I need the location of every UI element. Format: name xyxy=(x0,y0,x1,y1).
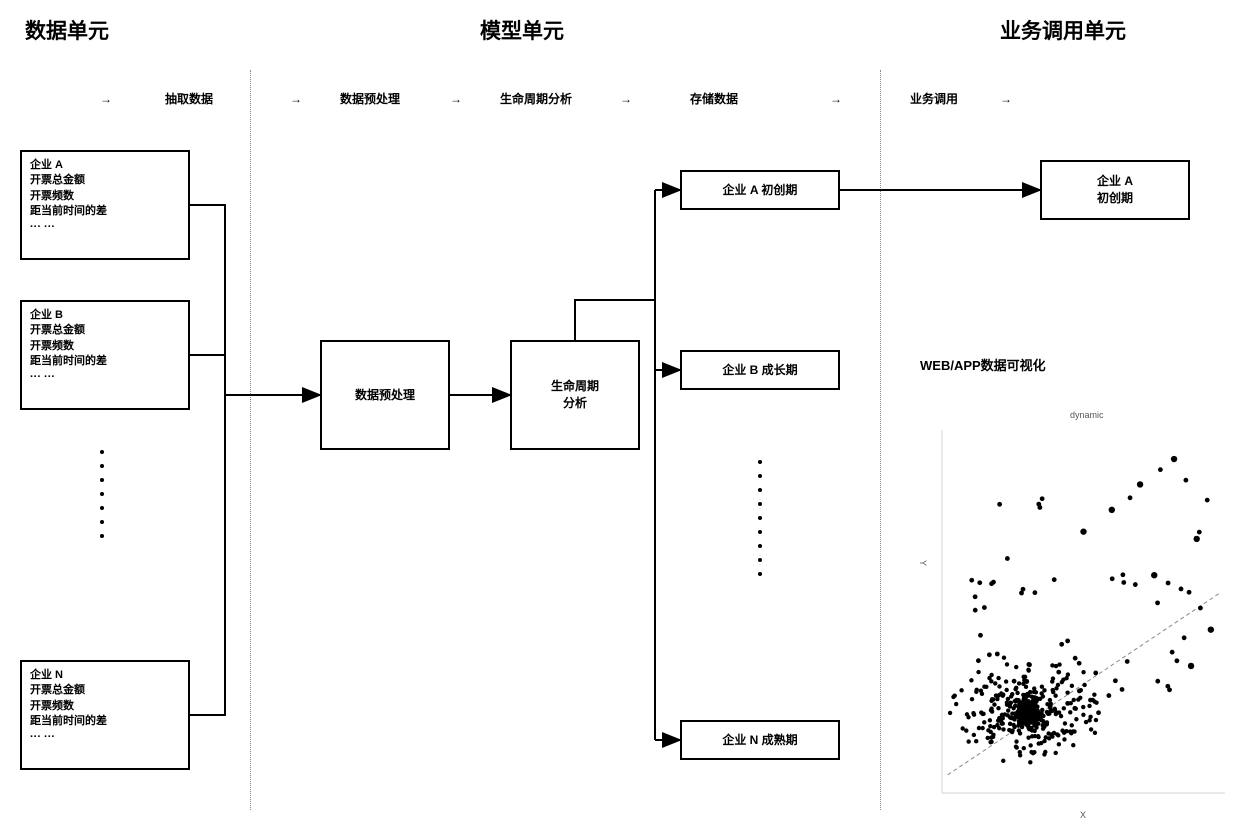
result-box-a: 企业 A 初创期 xyxy=(680,170,840,210)
divider-1 xyxy=(250,70,251,810)
result-box-b: 企业 B 成长期 xyxy=(680,350,840,390)
step-arrow-3: → xyxy=(450,92,462,106)
scatter-xlabel: X xyxy=(1080,810,1086,820)
step-arrow-5: → xyxy=(830,92,842,106)
enterprise-box-a: 企业 A 开票总金额 开票频数 距当前时间的差 ··· ··· xyxy=(20,150,190,260)
scatter-legend: dynamic xyxy=(1070,410,1104,420)
step-arrow-2: → xyxy=(290,92,302,106)
step-label-extract: 抽取数据 xyxy=(165,90,213,107)
divider-2 xyxy=(880,70,881,810)
enterprise-box-n: 企业 N 开票总金额 开票频数 距当前时间的差 ··· ··· xyxy=(20,660,190,770)
model-box-preprocess: 数据预处理 xyxy=(320,340,450,450)
section-title-business: 业务调用单元 xyxy=(1000,15,1126,45)
step-arrow-1: → xyxy=(100,92,112,106)
result-box-n: 企业 N 成熟期 xyxy=(680,720,840,760)
vdots-results xyxy=(758,460,762,576)
step-label-preprocess: 数据预处理 xyxy=(340,90,400,107)
scatter-ylabel: Y xyxy=(918,560,928,566)
step-label-lifecycle: 生命周期分析 xyxy=(500,90,572,107)
vdots-enterprises xyxy=(100,450,104,538)
scatter-plot xyxy=(930,425,1230,805)
business-output-box: 企业 A 初创期 xyxy=(1040,160,1190,220)
step-arrow-4: → xyxy=(620,92,632,106)
step-label-store: 存储数据 xyxy=(690,90,738,107)
section-title-data: 数据单元 xyxy=(25,15,109,45)
step-label-call: 业务调用 xyxy=(910,90,958,107)
enterprise-box-b: 企业 B 开票总金额 开票频数 距当前时间的差 ··· ··· xyxy=(20,300,190,410)
section-title-model: 模型单元 xyxy=(480,15,564,45)
model-box-lifecycle: 生命周期 分析 xyxy=(510,340,640,450)
step-arrow-6: → xyxy=(1000,92,1012,106)
scatter-title: WEB/APP数据可视化 xyxy=(920,355,1046,374)
